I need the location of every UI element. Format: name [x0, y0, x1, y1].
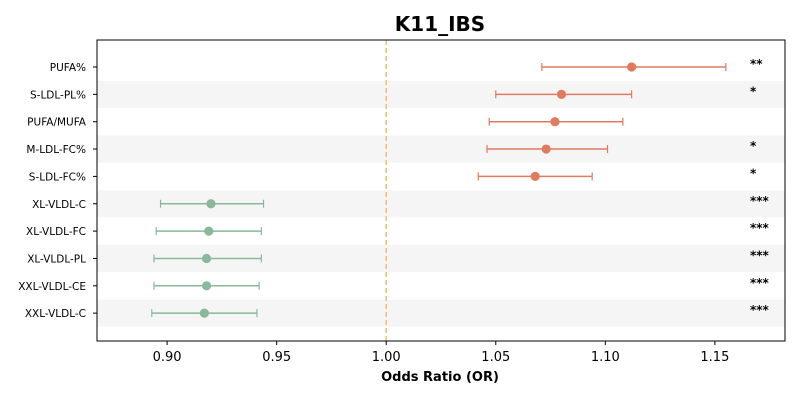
- y-axis-labels: PUFA% S-LDL-PL% PUFA/MUFA M-LDL-FC% S-LDL-FC…: [18, 62, 97, 320]
- or-point: [201, 281, 212, 291]
- category-label: S-LDL-FC%: [29, 171, 86, 183]
- x-tick-label: 1.15: [700, 350, 729, 365]
- x-tick-label: 1.05: [481, 350, 510, 365]
- category-label: PUFA/MUFA: [27, 117, 87, 129]
- or-point: [556, 89, 567, 99]
- plot-frame: [96, 39, 786, 342]
- or-point: [206, 199, 216, 209]
- category-label: XXL-VLDL-C: [25, 308, 86, 320]
- data-rows: ********************: [151, 57, 770, 318]
- row-stripe: [97, 80, 785, 108]
- x-axis-label: Odds Ratio (OR): [381, 370, 499, 385]
- or-point: [530, 171, 540, 181]
- or-point: [199, 308, 209, 318]
- significance-label: ***: [750, 248, 770, 262]
- significance-label: ***: [750, 276, 770, 290]
- x-tick-label: 0.95: [262, 350, 291, 365]
- row-stripe: [97, 135, 785, 163]
- category-label: XXL-VLDL-CE: [18, 281, 86, 293]
- category-label: PUFA%: [50, 62, 86, 74]
- x-tick-label: 1.10: [591, 350, 620, 365]
- or-point: [550, 117, 560, 127]
- category-label: S-LDL-PL%: [30, 89, 86, 101]
- x-tick-label: 1.00: [372, 350, 401, 365]
- category-label: XL-VLDL-FC: [26, 226, 86, 238]
- or-point: [627, 62, 637, 72]
- significance-label: *: [750, 166, 757, 180]
- significance-label: ***: [750, 221, 770, 235]
- category-label: XL-VLDL-PL: [27, 253, 86, 265]
- significance-label: *: [750, 139, 757, 153]
- category-label: M-LDL-FC%: [26, 144, 86, 156]
- or-point: [541, 144, 551, 154]
- or-point: [204, 226, 214, 236]
- x-tick-label: 0.90: [153, 350, 182, 365]
- chart-title: K11_IBS: [395, 12, 485, 36]
- significance-label: ***: [750, 303, 770, 317]
- significance-label: **: [750, 57, 763, 71]
- significance-label: ***: [750, 194, 770, 208]
- significance-label: *: [750, 84, 757, 98]
- x-axis-ticks: 0.90 0.95 1.00 1.05 1.10 1.15: [153, 341, 729, 365]
- or-point: [201, 253, 212, 264]
- category-label: XL-VLDL-C: [32, 199, 86, 211]
